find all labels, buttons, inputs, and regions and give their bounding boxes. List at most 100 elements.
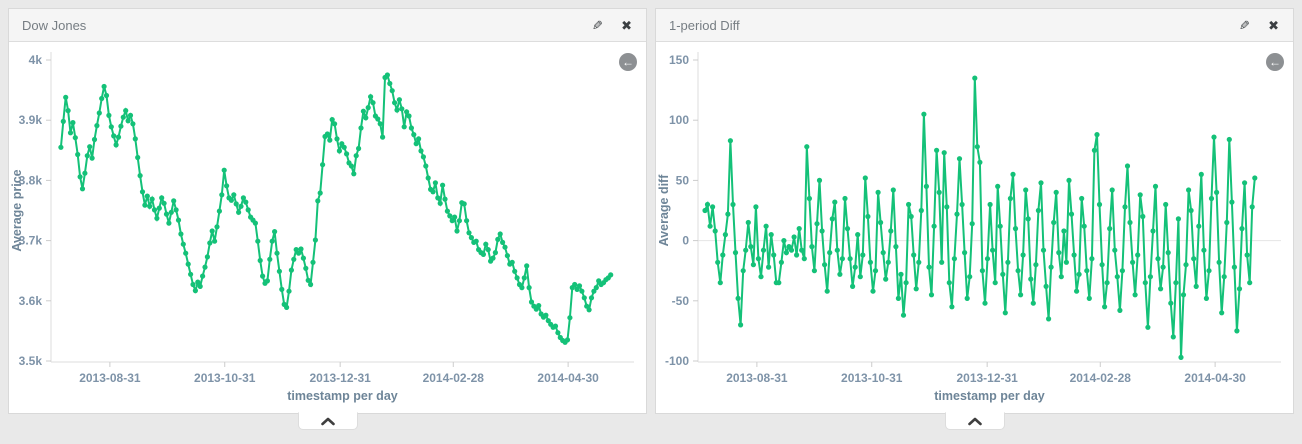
data-point — [1038, 180, 1044, 186]
data-point — [987, 201, 993, 208]
data-point — [257, 257, 263, 264]
data-point — [521, 275, 527, 281]
data-point — [185, 261, 191, 267]
close-panel-icon[interactable]: ✖ — [621, 17, 632, 33]
data-point — [715, 259, 721, 265]
data-point — [276, 268, 282, 274]
data-point — [209, 228, 215, 234]
x-tick-label: 2013-12-31 — [956, 371, 1018, 385]
data-point — [332, 121, 338, 127]
data-point — [464, 218, 470, 224]
data-point — [334, 136, 340, 142]
data-point — [1135, 252, 1141, 258]
data-point — [1203, 295, 1209, 301]
data-point — [939, 259, 945, 265]
data-point — [885, 259, 891, 265]
data-point — [880, 250, 886, 256]
data-point — [1236, 286, 1243, 292]
data-point — [977, 159, 983, 165]
x-tick-label: 2014-02-28 — [1070, 371, 1132, 385]
collapse-panel-button[interactable] — [297, 412, 358, 430]
data-point — [1107, 226, 1113, 232]
data-point — [1155, 256, 1161, 262]
data-point — [967, 274, 973, 280]
data-point — [120, 114, 126, 120]
data-point — [791, 234, 797, 240]
data-point — [1040, 247, 1047, 253]
x-tick-label: 2013-10-31 — [194, 371, 256, 385]
panel-header-actions: ✎ ✖ — [1239, 17, 1279, 33]
data-point — [730, 201, 736, 208]
data-point — [760, 247, 767, 253]
line-chart-dow-jones[interactable]: 4k 3.9k 3.8k 3.7k 3.6k 3.5k 2013-08-31 2013-10-… — [9, 42, 646, 413]
edit-panel-icon[interactable]: ✎ — [592, 17, 604, 33]
data-point — [139, 189, 146, 195]
data-point — [776, 280, 782, 286]
data-point — [586, 307, 592, 313]
data-point — [1053, 189, 1059, 195]
data-point — [588, 295, 595, 301]
line-chart-1-period-diff[interactable]: 150 100 50 0 -50 -100 2013-08-31 2013-10-31 2013… — [656, 42, 1293, 413]
undo-zoom-icon[interactable]: ← — [1266, 53, 1284, 71]
data-point — [898, 271, 904, 277]
data-point — [202, 264, 208, 270]
data-point — [58, 144, 64, 150]
data-point — [454, 228, 460, 234]
data-point — [79, 186, 86, 192]
data-point — [480, 251, 486, 257]
data-point — [305, 277, 311, 283]
data-point — [842, 195, 848, 202]
y-tick-label: -50 — [672, 294, 690, 308]
x-tick-label: 2013-08-31 — [726, 371, 788, 385]
data-point — [512, 268, 518, 274]
data-point — [416, 136, 422, 142]
data-point — [572, 281, 578, 288]
data-point — [1124, 163, 1131, 169]
data-point — [101, 83, 107, 90]
collapse-panel-button[interactable] — [944, 412, 1005, 430]
data-point — [396, 97, 402, 103]
data-point — [1170, 334, 1176, 340]
data-point — [103, 92, 110, 99]
data-point — [1074, 288, 1080, 294]
data-point — [87, 144, 93, 150]
edit-panel-icon[interactable]: ✎ — [1239, 17, 1251, 33]
data-point — [888, 228, 894, 234]
data-point — [936, 189, 942, 195]
data-point — [240, 195, 246, 201]
undo-zoom-icon[interactable]: ← — [619, 53, 637, 71]
data-point — [865, 213, 871, 220]
data-points — [702, 75, 1258, 360]
data-point — [60, 118, 66, 124]
data-point — [1150, 228, 1156, 234]
y-tick-label: 3.5k — [19, 354, 43, 368]
data-point — [468, 235, 474, 241]
data-point — [77, 174, 83, 180]
data-point — [224, 183, 230, 189]
data-point — [99, 95, 105, 102]
data-point — [992, 280, 998, 286]
data-point — [308, 281, 314, 288]
data-point — [916, 259, 922, 265]
data-point — [1198, 171, 1204, 177]
data-point — [788, 247, 795, 253]
data-point — [827, 250, 833, 256]
data-point — [440, 182, 446, 188]
data-point — [404, 109, 410, 115]
y-tick-label: -100 — [665, 354, 689, 368]
data-point — [399, 106, 405, 112]
data-point — [1000, 271, 1006, 277]
data-point — [214, 224, 220, 230]
close-panel-icon[interactable]: ✖ — [1268, 17, 1279, 33]
data-point — [142, 202, 148, 208]
data-point — [1023, 187, 1029, 193]
data-point — [437, 200, 443, 206]
data-point — [753, 204, 759, 210]
chart-area: 4k 3.9k 3.8k 3.7k 3.6k 3.5k 2013-08-31 2013-10-… — [9, 42, 646, 413]
data-point — [732, 250, 739, 256]
data-point — [1158, 286, 1164, 292]
data-point — [969, 221, 975, 227]
data-point — [949, 304, 955, 310]
data-point — [1216, 259, 1222, 265]
data-point — [514, 275, 520, 281]
